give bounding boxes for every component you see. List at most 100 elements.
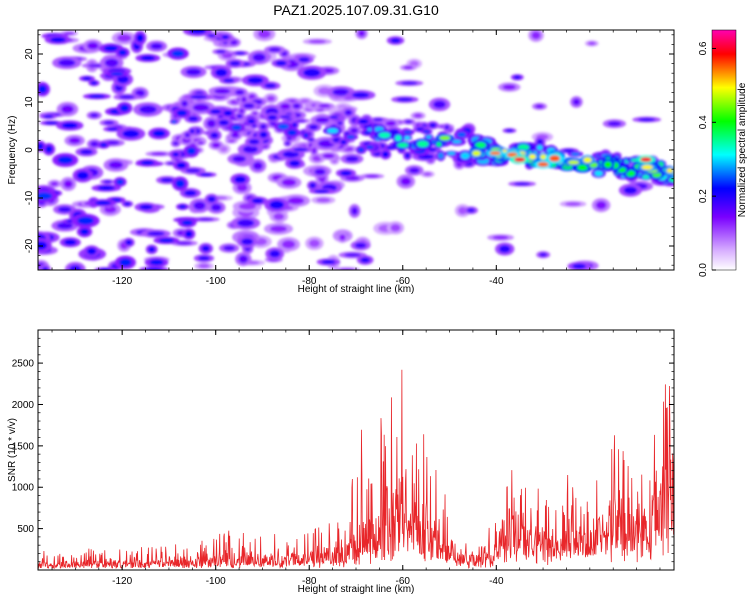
heatmap-cell [345,155,359,162]
heatmap-cell [269,225,288,233]
heatmap-cell [308,124,319,130]
snr-series-line [38,369,674,570]
heatmap-cell [314,168,326,176]
heatmap-cell [339,234,346,241]
y-tick-label: -20 [24,238,35,253]
heatmap-cell [119,258,132,267]
heatmap-cell [595,201,607,210]
heatmap-cell [90,81,98,85]
heatmap-cell [268,47,281,53]
heatmap-cell [303,68,321,77]
heatmap-cell [190,95,208,99]
heatmap-cell [275,60,287,66]
heatmap-cell [125,239,133,246]
heatmap-cell [80,228,90,236]
heatmap-cell [280,115,292,119]
heatmap-cell [185,168,201,173]
heatmap-cell [44,121,59,125]
heatmap-cell [231,132,240,139]
heatmap-cell [107,127,119,131]
heatmap-cell [181,219,193,226]
heatmap-cell [350,127,359,134]
heatmap-cell [640,157,652,163]
heatmap-cell [211,142,221,148]
heatmap-cell [207,196,216,203]
heatmap-cell [181,100,188,107]
heatmap-cell [472,150,481,157]
heatmap-cell [252,161,263,171]
heatmap-cell [321,259,336,265]
heatmap-cell [236,183,248,192]
heatmap-cell [236,113,243,119]
heatmap-cell [251,198,264,204]
heatmap-cell [201,245,211,252]
heatmap-cell [277,123,289,130]
heatmap-cell [189,128,195,134]
x-tick-label: -100 [206,276,226,287]
heatmap-cell [166,161,175,165]
heatmap-cell [150,42,163,50]
heatmap-cell [86,247,97,255]
colorbar-label: Normalized spectral amplitude [737,82,748,217]
heatmap-cell [235,89,245,95]
heatmap-cell [346,135,356,139]
x-tick-label: -80 [302,576,317,587]
heatmap-cell [404,152,411,159]
heatmap-cell [135,89,146,97]
y-tick-label: 500 [17,524,34,535]
heatmap-cell [145,267,163,270]
heatmap-cell [344,109,353,116]
heatmap-cell [184,230,193,238]
heatmap-cell [594,170,603,177]
heatmap-cell [382,151,389,158]
heatmap-cell [360,257,371,263]
heatmap-cell [108,160,124,169]
heatmap-cell [97,185,115,191]
heatmap-cell [193,201,206,210]
heatmap-cell [607,121,622,127]
heatmap-marks [38,30,674,270]
heatmap-cell [196,217,214,221]
heatmap-cell [423,172,432,177]
heatmap-cell [397,142,409,148]
y-tick-label: 1500 [12,441,35,452]
heatmap-cell [82,76,92,81]
heatmap-cell [88,94,106,99]
heatmap-cell [68,137,81,144]
heatmap-cell [63,179,73,189]
heatmap-cell [528,154,536,160]
heatmap-cell [148,246,156,253]
heatmap-cell [63,31,75,35]
heatmap-cell [433,100,446,109]
heatmap-cell [234,51,246,55]
heatmap-cell [56,222,73,230]
heatmap-cell [257,30,271,39]
heatmap-cell [248,138,260,145]
heatmap-cell [45,145,53,153]
heatmap-cell [570,152,581,156]
heatmap-cell [207,33,216,38]
colorbar-tick-label: 0.4 [698,115,709,129]
heatmap-cell [87,42,99,50]
heatmap-cell [210,132,219,139]
heatmap-cell [322,153,335,159]
heatmap-cell [38,241,48,250]
heatmap-cell [273,213,285,221]
heatmap-cell [413,113,423,118]
heatmap-cell [422,129,431,134]
x-tick-label: -40 [489,276,504,287]
heatmap-cell [396,97,413,102]
heatmap-cell [439,135,451,141]
heatmap-cell [332,88,350,96]
heatmap-cell [447,151,456,156]
colorbar-tick-label: 0.0 [698,263,709,277]
heatmap-cell [264,83,277,89]
heatmap-cell [223,110,233,116]
heatmap-cell [281,240,296,249]
heatmap-cell [315,116,330,124]
heatmap-cell [572,98,581,106]
heatmap-cell [218,119,230,126]
heatmap-cell [329,115,339,119]
heatmap-cell [160,177,174,183]
